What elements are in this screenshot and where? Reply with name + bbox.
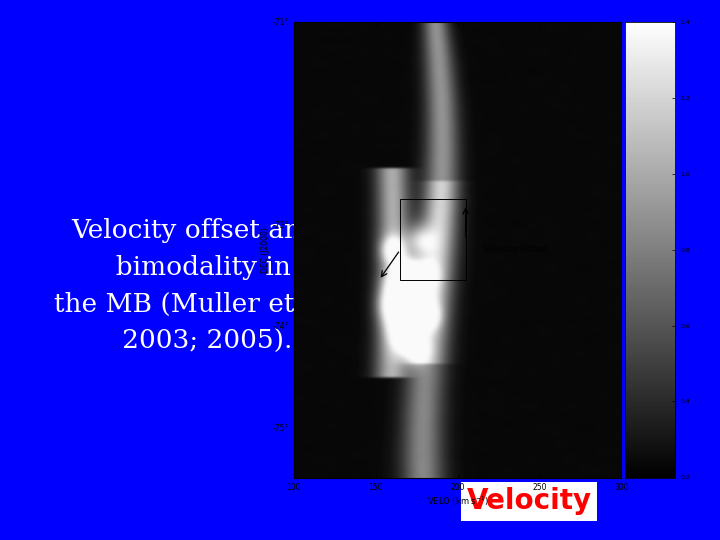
- X-axis label: VELO (km s$^{-1}$): VELO (km s$^{-1}$): [427, 495, 488, 508]
- Text: Velocity offset and
  bimodality in
the MB (Muller et al.
   2003; 2005).: Velocity offset and bimodality in the MB…: [54, 218, 336, 354]
- Text: Velocity Offset: Velocity Offset: [482, 245, 549, 254]
- Y-axis label: DEC (J2000): DEC (J2000): [261, 227, 270, 273]
- Text: Velocity: Velocity: [467, 487, 592, 515]
- Text: DEC: DEC: [376, 70, 438, 98]
